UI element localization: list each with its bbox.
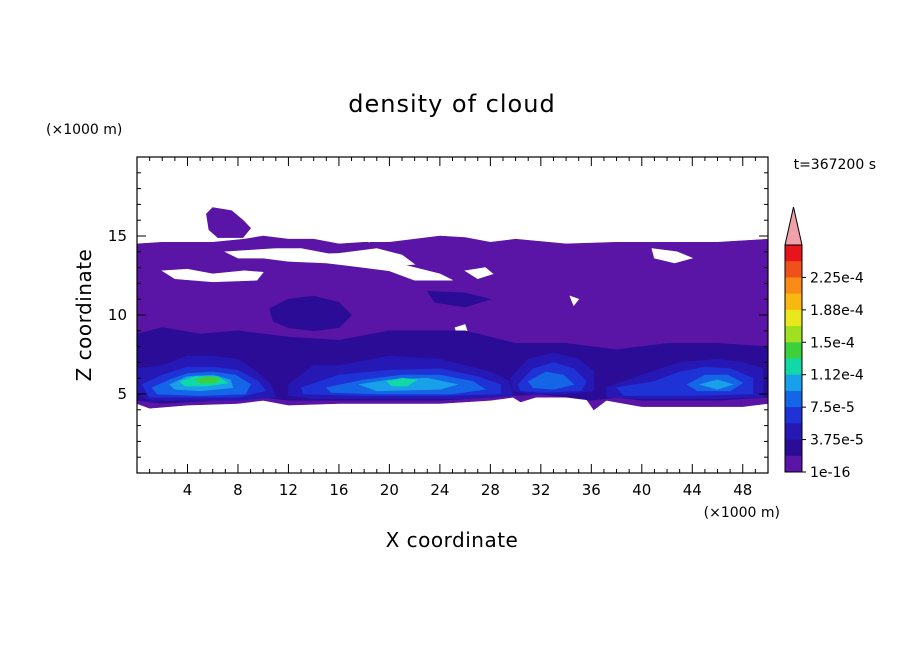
colorbar-swatch <box>785 439 802 457</box>
x-tick-label: 48 <box>733 481 752 499</box>
x-tick-label: 8 <box>233 481 243 499</box>
x-axis-label: X coordinate <box>386 528 519 552</box>
x-tick-label: 20 <box>380 481 399 499</box>
contour-region-level-0 <box>569 295 580 307</box>
x-tick-label: 44 <box>683 481 702 499</box>
colorbar-swatch <box>785 293 802 311</box>
colorbar-swatch <box>785 407 802 424</box>
colorbar-swatch <box>785 390 802 408</box>
x-tick-label: 32 <box>531 481 550 499</box>
x-tick-label: 36 <box>582 481 601 499</box>
contour-region-level-8 <box>194 376 221 384</box>
x-tick-label: 24 <box>430 481 449 499</box>
y-axis-unit: (×1000 m) <box>46 122 122 138</box>
time-label: t=367200 s <box>794 157 876 173</box>
colorbar-swatch <box>785 342 802 359</box>
colorbar-label: 1.12e-4 <box>810 368 864 384</box>
colorbar-swatch <box>785 277 802 295</box>
contour-region-level-1 <box>206 207 251 238</box>
y-tick-label: 10 <box>108 306 127 324</box>
chart-title: density of cloud <box>348 90 555 118</box>
colorbar: 2.25e-4 1.88e-4 1.5e-4 1.12e-4 7.5e-5 3.75e-5… <box>784 206 864 481</box>
x-tick-label: 16 <box>329 481 348 499</box>
colorbar-swatch <box>785 261 802 278</box>
x-tick-label: 4 <box>183 481 193 499</box>
y-axis-label: Z coordinate <box>72 249 96 382</box>
colorbar-label: 7.5e-5 <box>810 400 855 416</box>
contour-region-level-0 <box>288 248 416 267</box>
x-tick-label: 12 <box>279 481 298 499</box>
x-axis-unit: (×1000 m) <box>704 505 780 521</box>
x-tick-label: 40 <box>632 481 651 499</box>
contour-region-level-2 <box>426 290 492 308</box>
colorbar-extend-triangle <box>784 206 803 246</box>
colorbar-label: 1.88e-4 <box>810 303 864 319</box>
y-tick-label: 15 <box>108 227 127 245</box>
contour-region-level-0 <box>357 222 378 243</box>
plot-area <box>137 207 768 411</box>
colorbar-swatch <box>785 309 802 327</box>
x-tick-label: 28 <box>481 481 500 499</box>
y-axis-ticks: 5 10 15 <box>108 172 768 458</box>
colorbar-label: 1.5e-4 <box>810 335 855 351</box>
x-axis-ticks: 4 8 12 16 20 24 28 32 36 40 44 48 <box>149 157 756 499</box>
contour-region-level-5 <box>527 371 575 390</box>
contour-region-level-2 <box>269 295 352 332</box>
colorbar-label: 1e-16 <box>810 465 850 481</box>
colorbar-swatch <box>785 358 802 376</box>
colorbar-swatch <box>785 245 802 262</box>
contour-region-level-0 <box>464 267 494 280</box>
colorbar-label: 3.75e-5 <box>810 433 864 449</box>
contour-region-level-0 <box>224 248 453 281</box>
colorbar-label: 2.25e-4 <box>810 270 864 286</box>
colorbar-frame <box>784 244 803 473</box>
colorbar-swatch <box>785 423 802 440</box>
contour-region-level-0 <box>161 268 264 283</box>
y-tick-label: 5 <box>117 385 127 403</box>
colorbar-swatch <box>785 326 802 343</box>
contour-fills <box>137 207 768 411</box>
colorbar-swatch <box>785 374 802 392</box>
colorbar-swatch <box>785 455 802 473</box>
contour-region-level-6 <box>698 379 734 390</box>
contour-region-level-7 <box>386 377 419 387</box>
contour-region-level-0 <box>651 248 694 264</box>
